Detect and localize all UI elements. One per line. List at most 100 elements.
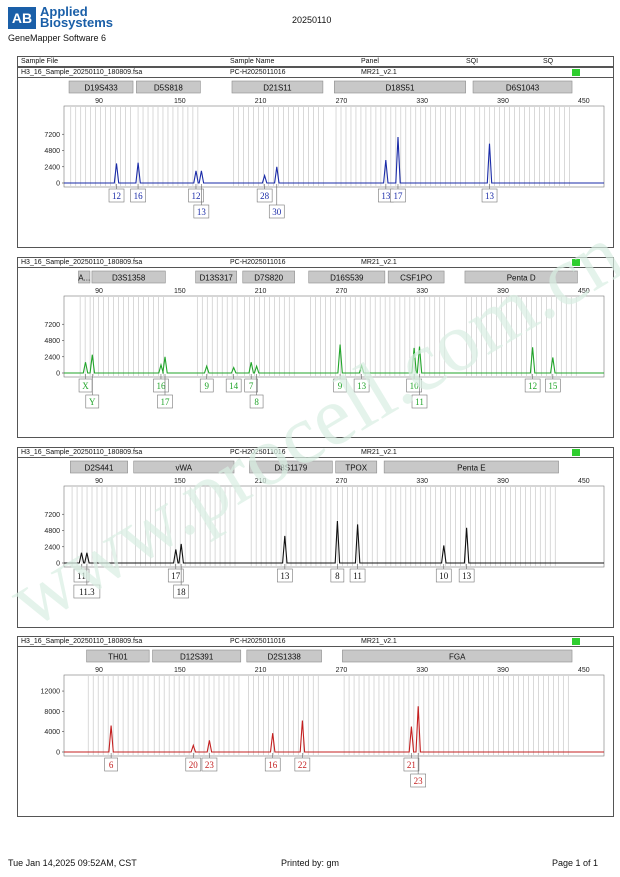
panel-sample-file: H3_16_Sample_20250110_180809.fsa [21, 638, 143, 645]
marker-box [68, 80, 134, 94]
electropherogram-panel-black: H3_16_Sample_20250110_180809.fsa PC-H2025… [17, 447, 614, 628]
marker-d5s818: D5S818 [136, 80, 201, 94]
allele-call-label: 16 [268, 760, 278, 770]
panel-panel-name: MR21_v2.1 [361, 69, 397, 76]
allele-call-label: 6 [109, 760, 114, 770]
allele-call-box [256, 188, 273, 203]
marker-label: D12S391 [180, 653, 214, 662]
marker-box [70, 460, 128, 474]
plot-frame [63, 674, 605, 757]
marker-label: D2S441 [85, 464, 114, 473]
y-tick-label: 0 [56, 371, 60, 378]
x-tick-label: 90 [95, 288, 103, 295]
allele-call-label: 8 [254, 397, 259, 407]
marker-th01: TH01 [86, 649, 150, 663]
x-tick-label: 330 [416, 288, 428, 295]
x-tick-label: 450 [578, 478, 590, 485]
marker-fga: FGA [342, 649, 573, 663]
marker-d2s1338: D2S1338 [246, 649, 322, 663]
y-tick-label: 4800 [44, 148, 60, 155]
marker-d2s441: D2S441 [70, 460, 128, 474]
y-tick-label: 8000 [44, 709, 60, 716]
allele-call-label: 16 [134, 191, 144, 201]
marker-d6s1043: D6S1043 [472, 80, 573, 94]
marker-box [342, 649, 573, 663]
panel-sample-row: H3_16_Sample_20250110_180809.fsa PC-H2025… [18, 448, 613, 458]
allele-call-label: 21 [407, 760, 416, 770]
allele-call-box [108, 188, 125, 203]
allele-call-box [406, 378, 422, 393]
allele-call-box [185, 757, 202, 772]
marker-box [195, 270, 238, 284]
x-tick-label: 150 [174, 98, 186, 105]
panel-sample-row: H3_16_Sample_20250110_180809.fsa PC-H2025… [18, 68, 613, 78]
marker-box [91, 270, 166, 284]
marker-csf1po: CSF1PO [387, 270, 445, 284]
y-tick-label: 4000 [44, 729, 60, 736]
allele-call-label: 12 [528, 381, 537, 391]
y-tick-label: 12000 [41, 689, 61, 696]
marker-label: D5S818 [154, 84, 183, 93]
plot-frame [63, 485, 605, 568]
allele-call-label: 13 [381, 191, 391, 201]
sample-quality-indicator [572, 259, 580, 266]
allele-call-box [188, 188, 204, 203]
marker-box [242, 270, 295, 284]
panel-sample-name: PC-H2025011016 [230, 69, 286, 76]
allele-call-label: 8 [335, 571, 340, 581]
x-tick-label: 270 [336, 98, 348, 105]
plot-frame [63, 295, 605, 378]
marker-box [308, 270, 386, 284]
x-tick-label: 450 [578, 288, 590, 295]
electropherogram-chart: A... D3S1358 D13S317 D7S820 D16S539 CSF1PO Pen… [44, 270, 605, 409]
panel-panel-name: MR21_v2.1 [361, 638, 397, 645]
allele-call-label: 12 [112, 191, 121, 201]
allele-call-box [244, 378, 258, 393]
allele-call-box [104, 757, 118, 772]
allele-call-box [85, 394, 100, 409]
allele-call-label: 20 [189, 760, 199, 770]
marker-d3s1358: D3S1358 [91, 270, 166, 284]
allele-call-box [330, 568, 345, 583]
allele-call-box [353, 378, 370, 393]
marker-label: TPOX [345, 464, 367, 473]
x-tick-label: 330 [416, 667, 428, 674]
allele-call-label: 16 [156, 381, 166, 391]
marker-label: D13S317 [199, 274, 233, 283]
allele-call-box [458, 568, 475, 583]
panel-sample-name: PC-H2025011016 [230, 638, 286, 645]
marker-d16s539: D16S539 [308, 270, 386, 284]
marker-box [231, 80, 324, 94]
panel-sample-name: PC-H2025011016 [230, 449, 286, 456]
allele-call-label: 13 [485, 191, 495, 201]
x-tick-label: 450 [578, 98, 590, 105]
allele-call-box [193, 204, 210, 219]
marker-d18s51: D18S51 [334, 80, 466, 94]
marker-d12s391: D12S391 [152, 649, 242, 663]
allele-call-label: 10 [410, 381, 420, 391]
header-sample-file: Sample File [21, 58, 58, 65]
allele-call-label: 17 [393, 191, 403, 201]
marker-box [383, 460, 559, 474]
marker-label: D19S433 [84, 84, 118, 93]
y-tick-label: 4800 [44, 528, 60, 535]
y-tick-label: 4800 [44, 338, 60, 345]
x-tick-label: 90 [95, 478, 103, 485]
marker-a: A... [78, 270, 91, 284]
x-tick-label: 150 [174, 288, 186, 295]
allele-call-box [277, 568, 293, 583]
allele-call-label: 9 [204, 381, 209, 391]
y-tick-label: 0 [56, 750, 60, 757]
marker-d8s1179: D8S1179 [249, 460, 333, 474]
x-tick-label: 450 [578, 667, 590, 674]
marker-pentad: Penta D [464, 270, 578, 284]
allele-call-label: 11 [77, 571, 86, 581]
allele-call-label: 23 [414, 776, 424, 786]
allele-call-box [73, 584, 101, 599]
x-tick-label: 210 [255, 98, 267, 105]
marker-box [86, 649, 150, 663]
allele-call-label: 18 [177, 587, 187, 597]
x-tick-label: 210 [255, 478, 267, 485]
allele-call-box [435, 568, 452, 583]
allele-call-label: 10 [439, 571, 449, 581]
